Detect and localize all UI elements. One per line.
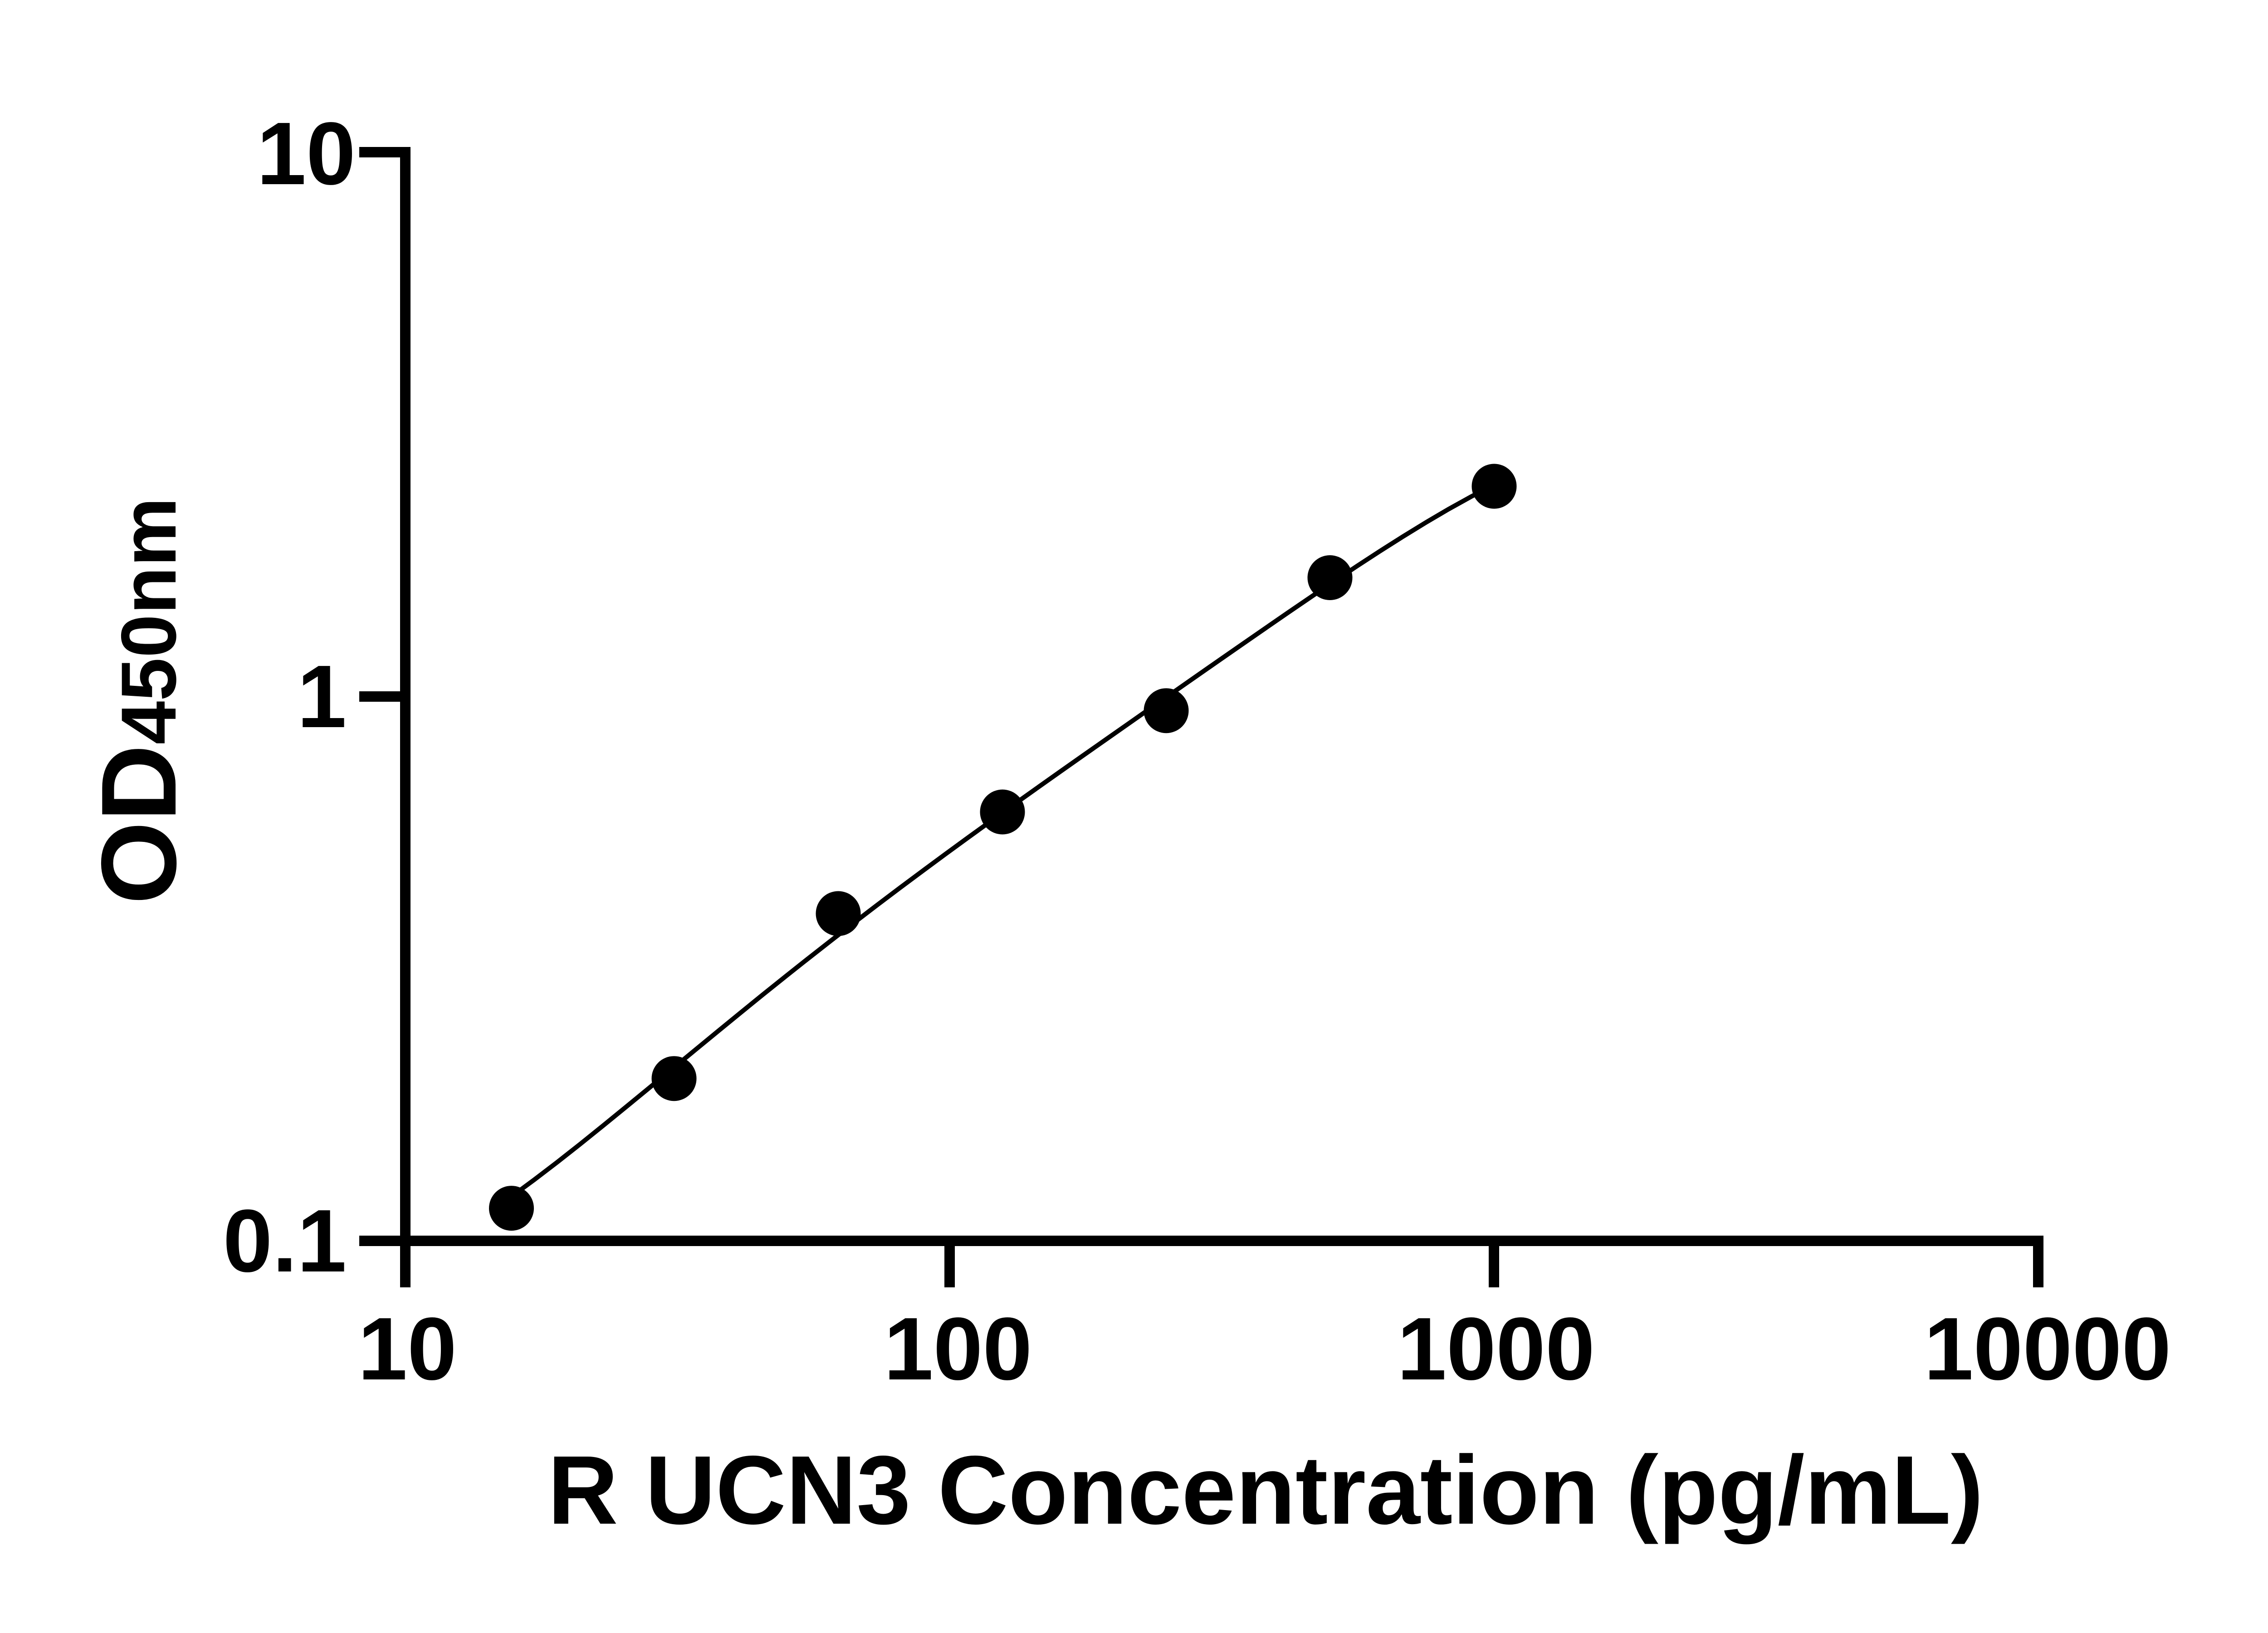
- svg-text:10000: 10000: [1924, 1299, 2171, 1398]
- svg-text:100: 100: [884, 1299, 1032, 1398]
- svg-text:1: 1: [297, 647, 347, 746]
- svg-text:10: 10: [257, 104, 356, 203]
- svg-text:1000: 1000: [1397, 1299, 1595, 1398]
- svg-text:OD450nm: OD450nm: [79, 497, 198, 904]
- svg-text:R UCN3 Concentration (pg/mL): R UCN3 Concentration (pg/mL): [547, 1435, 1983, 1545]
- svg-text:10: 10: [358, 1299, 457, 1398]
- svg-text:0.1: 0.1: [223, 1191, 347, 1291]
